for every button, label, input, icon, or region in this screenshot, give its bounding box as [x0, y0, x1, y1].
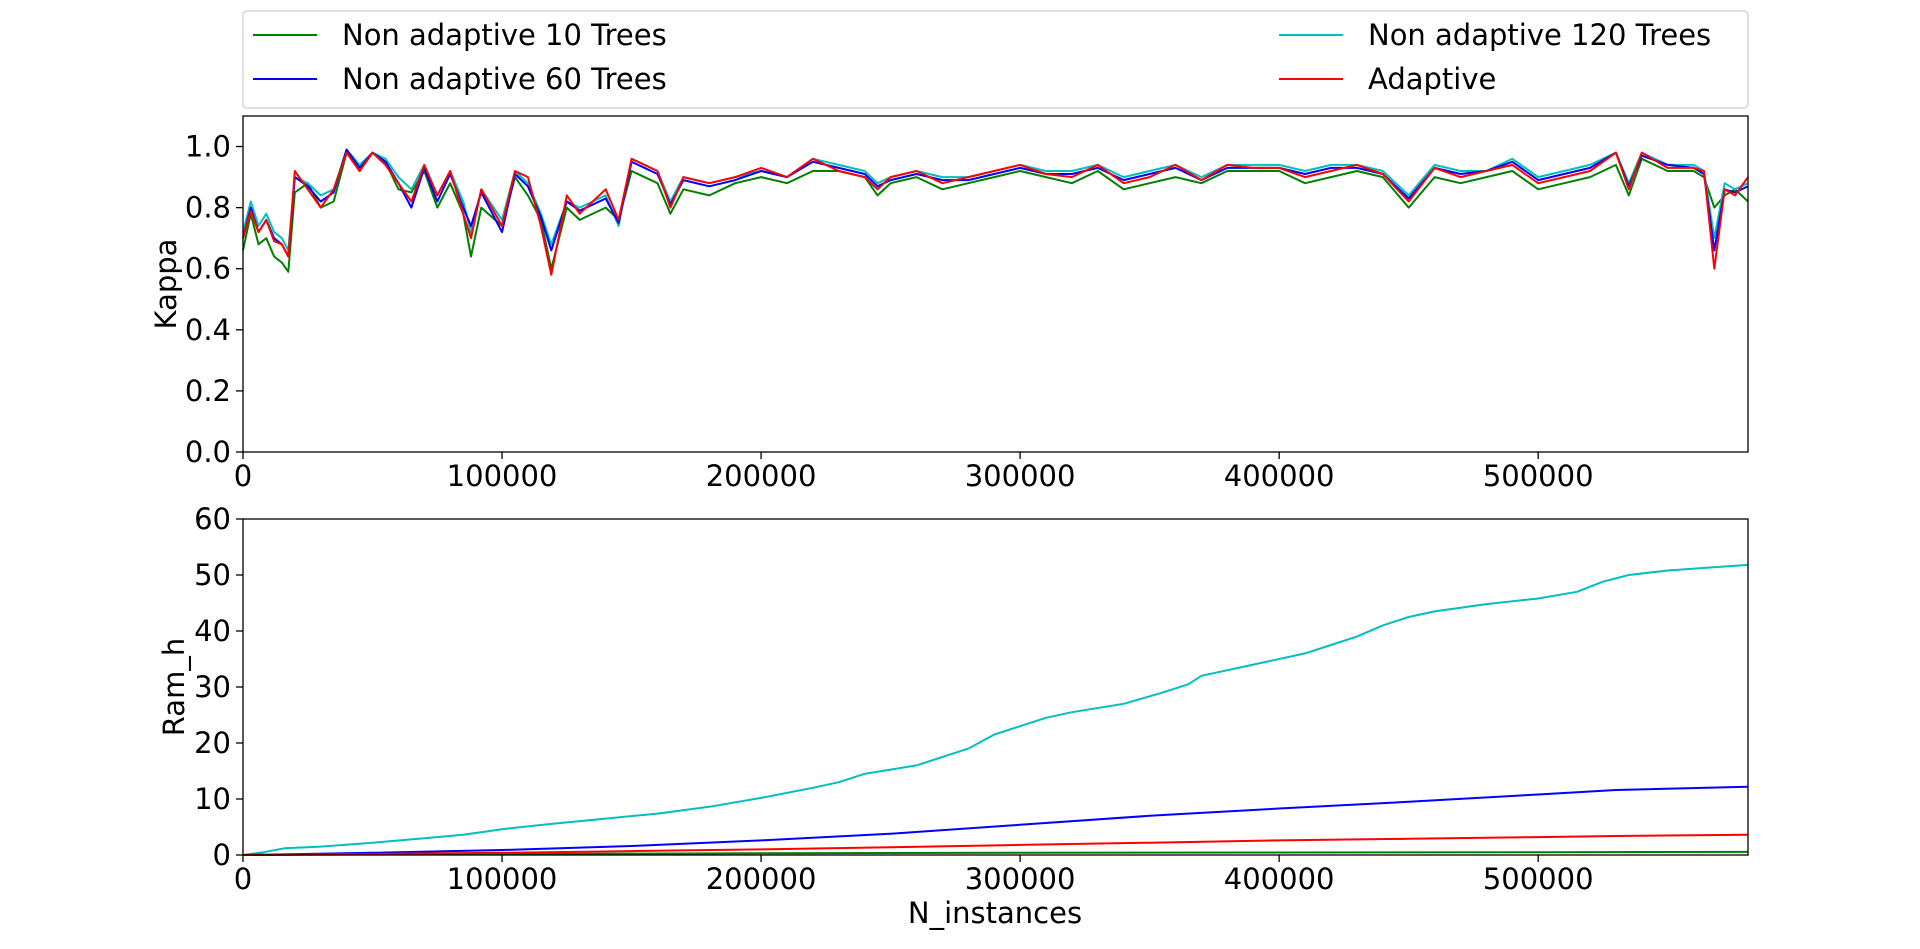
ram-x-tick-label: 500000 [1483, 862, 1594, 896]
kappa-y-tick-label: 0.6 [185, 252, 231, 286]
ram-series-group [242, 563, 1749, 856]
kappa-x-tick-label: 400000 [1224, 459, 1335, 493]
legend: Non adaptive 10 Trees Non adaptive 120 T… [242, 10, 1749, 109]
ram-series-line-1 [242, 850, 1749, 856]
kappa-chart: 0 100000 200000 300000 400000 500000 0.0 0.2 0.4… [149, 115, 1749, 493]
kappa-x-tick-label: 500000 [1483, 459, 1594, 493]
ram-y-tick-label: 0 [213, 838, 231, 872]
ram-x-tick-label: 0 [234, 862, 252, 896]
ram-x-tick-label: 100000 [447, 862, 558, 896]
ram-y-tick-label: 50 [194, 558, 231, 592]
ram-series-line-2 [242, 563, 1749, 856]
kappa-series-line-4 [242, 151, 1749, 276]
ram-y-tick-label: 40 [194, 614, 231, 648]
legend-label: Non adaptive 60 Trees [342, 62, 667, 96]
ram-x-tick-label: 400000 [1224, 862, 1335, 896]
ram-y-tick-label: 20 [194, 726, 231, 760]
legend-entry-2: Non adaptive 120 Trees [1279, 18, 1711, 52]
kappa-y-tick-label: 0.0 [185, 435, 231, 469]
kappa-x-tick-label: 100000 [447, 459, 558, 493]
ram-y-tick-label: 10 [194, 782, 231, 816]
kappa-y-tick-label: 0.2 [185, 374, 231, 408]
ram-y-tick-label: 30 [194, 670, 231, 704]
ram-x-tick-label: 300000 [965, 862, 1076, 896]
kappa-y-tick-label: 1.0 [185, 130, 231, 164]
legend-entry-1: Non adaptive 10 Trees [253, 18, 667, 52]
legend-label: Non adaptive 120 Trees [1368, 18, 1711, 52]
kappa-y-axis-label: Kappa [149, 239, 183, 330]
ram-ticks: 0 100000 200000 300000 400000 500000 0 10 20 30 40… [194, 502, 1593, 896]
kappa-x-tick-label: 0 [234, 459, 252, 493]
legend-frame [242, 10, 1749, 109]
ram-series-line-4 [242, 833, 1749, 856]
ram-x-tick-label: 200000 [706, 862, 817, 896]
ram-chart: 0 100000 200000 300000 400000 500000 0 10 20 30 40… [157, 502, 1749, 930]
kappa-series-group [242, 148, 1749, 276]
kappa-plot-frame [242, 115, 1749, 453]
kappa-y-tick-label: 0.4 [185, 313, 231, 347]
kappa-x-tick-label: 300000 [965, 459, 1076, 493]
kappa-y-tick-label: 0.8 [185, 191, 231, 225]
legend-entry-3: Non adaptive 60 Trees [253, 62, 667, 96]
legend-label: Adaptive [1368, 62, 1496, 96]
ram-x-axis-label: N_instances [908, 896, 1082, 930]
ram-series-line-3 [242, 785, 1749, 856]
ram-y-tick-label: 60 [194, 502, 231, 536]
ram-plot-frame [242, 518, 1749, 856]
kappa-x-tick-label: 200000 [706, 459, 817, 493]
legend-label: Non adaptive 10 Trees [342, 18, 667, 52]
legend-entry-4: Adaptive [1279, 62, 1496, 96]
kappa-series-line-2 [242, 148, 1749, 252]
kappa-ticks: 0 100000 200000 300000 400000 500000 0.0 0.2 0.4… [185, 130, 1594, 493]
ram-y-axis-label: Ram_h [157, 638, 191, 736]
